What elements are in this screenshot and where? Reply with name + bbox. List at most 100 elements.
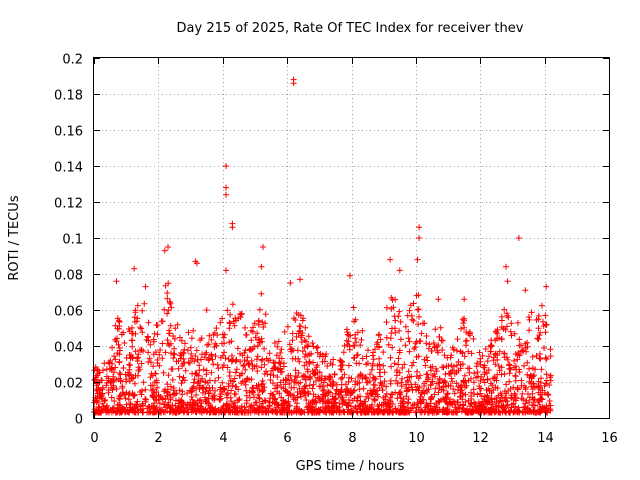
data-point [200, 366, 207, 373]
data-point [511, 390, 518, 397]
data-point [439, 409, 446, 416]
data-point [233, 366, 240, 373]
data-point [168, 304, 175, 311]
data-point [496, 367, 503, 374]
data-point [387, 335, 394, 342]
data-point [293, 310, 300, 317]
data-point [465, 377, 472, 384]
data-point [243, 331, 250, 338]
data-point [232, 369, 239, 376]
data-point [439, 347, 446, 353]
data-point [478, 393, 485, 400]
data-point [371, 397, 378, 404]
data-point [192, 353, 199, 359]
data-point [387, 354, 394, 361]
data-point [261, 384, 268, 391]
data-point [318, 377, 325, 384]
data-point [492, 384, 499, 391]
data-point [357, 393, 363, 400]
data-point [463, 329, 470, 336]
data-point [490, 354, 497, 361]
data-point [459, 349, 466, 356]
data-point [282, 399, 289, 406]
data-point [167, 405, 174, 412]
data-point [141, 300, 148, 307]
data-point [278, 384, 285, 390]
data-point [199, 351, 206, 358]
data-point [194, 260, 200, 267]
data-point [505, 314, 512, 321]
data-point [484, 392, 491, 399]
data-point [498, 324, 505, 331]
data-point [293, 403, 300, 410]
data-point [529, 402, 535, 408]
data-point [493, 399, 500, 406]
data-point [535, 389, 542, 396]
data-point [294, 394, 301, 401]
data-point [511, 364, 518, 371]
data-point [417, 393, 424, 400]
data-point [396, 308, 403, 315]
data-point [217, 395, 224, 402]
data-point [362, 409, 368, 415]
data-point [302, 376, 309, 383]
data-point [392, 317, 399, 324]
data-point [477, 390, 484, 397]
data-point [154, 322, 161, 329]
data-point [243, 400, 250, 407]
data-point [178, 380, 185, 387]
data-point [231, 322, 238, 329]
data-point [267, 377, 274, 383]
data-point [168, 366, 175, 373]
data-point [103, 409, 110, 416]
data-point [254, 353, 261, 360]
data-point [255, 337, 262, 343]
data-point [333, 403, 340, 410]
data-point [403, 381, 409, 388]
data-point [230, 401, 237, 408]
data-point [526, 399, 533, 406]
data-point [263, 407, 270, 414]
data-point [496, 398, 503, 405]
data-point [330, 408, 337, 414]
data-point [394, 367, 401, 374]
data-point [294, 347, 301, 354]
data-point [255, 391, 262, 398]
data-point [416, 338, 423, 345]
data-point [213, 342, 220, 349]
data-point [337, 357, 343, 364]
data-point [352, 378, 359, 385]
data-point [506, 370, 513, 377]
data-point [484, 358, 491, 365]
data-point [265, 357, 272, 364]
data-point [302, 324, 309, 331]
data-point [321, 358, 328, 365]
data-point [512, 351, 519, 357]
data-point [170, 387, 177, 394]
data-point [167, 383, 174, 390]
data-point [112, 322, 119, 329]
data-point [425, 374, 432, 381]
data-point [306, 351, 313, 358]
data-point [519, 390, 526, 397]
data-point [149, 382, 156, 389]
data-point [546, 382, 553, 388]
data-point [176, 387, 183, 394]
data-point [167, 340, 174, 347]
data-point [204, 380, 211, 386]
x-tick-label: 12 [472, 431, 489, 446]
data-point [402, 323, 409, 330]
data-point [184, 390, 191, 397]
data-point [516, 336, 523, 343]
data-point [388, 294, 395, 301]
data-point [197, 396, 204, 403]
x-tick-label: 10 [408, 431, 425, 446]
data-point [514, 356, 521, 363]
data-point [408, 312, 415, 319]
data-point [398, 383, 405, 390]
data-point [220, 403, 227, 410]
data-point [460, 401, 466, 408]
data-point [397, 318, 404, 325]
data-point [363, 361, 370, 368]
data-point [182, 401, 189, 408]
